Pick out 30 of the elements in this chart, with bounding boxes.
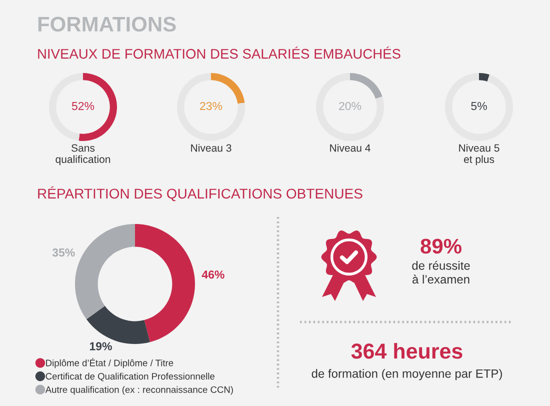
text: de formation (en moyenne par ETP) bbox=[312, 369, 502, 380]
donut-slice bbox=[135, 224, 195, 342]
donut-slice bbox=[445, 73, 513, 141]
text: Niveau 3 bbox=[191, 144, 232, 152]
data-label: 52% bbox=[72, 102, 94, 110]
text: Niveau 4 bbox=[330, 144, 370, 152]
data-label: 5% bbox=[471, 102, 487, 110]
legend-label: Diplôme d’État / Diplôme / Titre bbox=[46, 358, 174, 368]
legend-label: Autre qualification (ex : reconnaissance CCN) bbox=[45, 386, 233, 395]
text: 364 heures bbox=[351, 342, 462, 359]
text: Sans qualification bbox=[56, 144, 110, 166]
text: 89% bbox=[420, 238, 462, 254]
text: de réussite à l’examen bbox=[412, 260, 470, 284]
donut-slice bbox=[75, 224, 135, 320]
data-label: 19% bbox=[90, 342, 112, 350]
text: NIVEAUX DE FORMATION DES SALARIÉS EMBAUCHÉS bbox=[38, 46, 400, 59]
data-label: 35% bbox=[52, 248, 75, 257]
donut-slice bbox=[211, 73, 245, 104]
donut-slice bbox=[316, 73, 384, 141]
donut-slice bbox=[479, 73, 490, 82]
data-label: 46% bbox=[202, 270, 224, 279]
text: Niveau 5 et plus bbox=[459, 144, 500, 166]
data-label: 23% bbox=[200, 102, 222, 110]
donut-slice bbox=[350, 73, 382, 99]
legend-label: Certificat de Qualification Professionnelle bbox=[46, 372, 214, 382]
chart-title: RÉPARTITION DES QUALIFICATIONS OBTENUES bbox=[38, 186, 362, 202]
donut-slice bbox=[86, 306, 150, 344]
donut-slice bbox=[177, 73, 245, 141]
text: FORMATIONS bbox=[38, 16, 176, 32]
data-label: 20% bbox=[339, 102, 362, 110]
